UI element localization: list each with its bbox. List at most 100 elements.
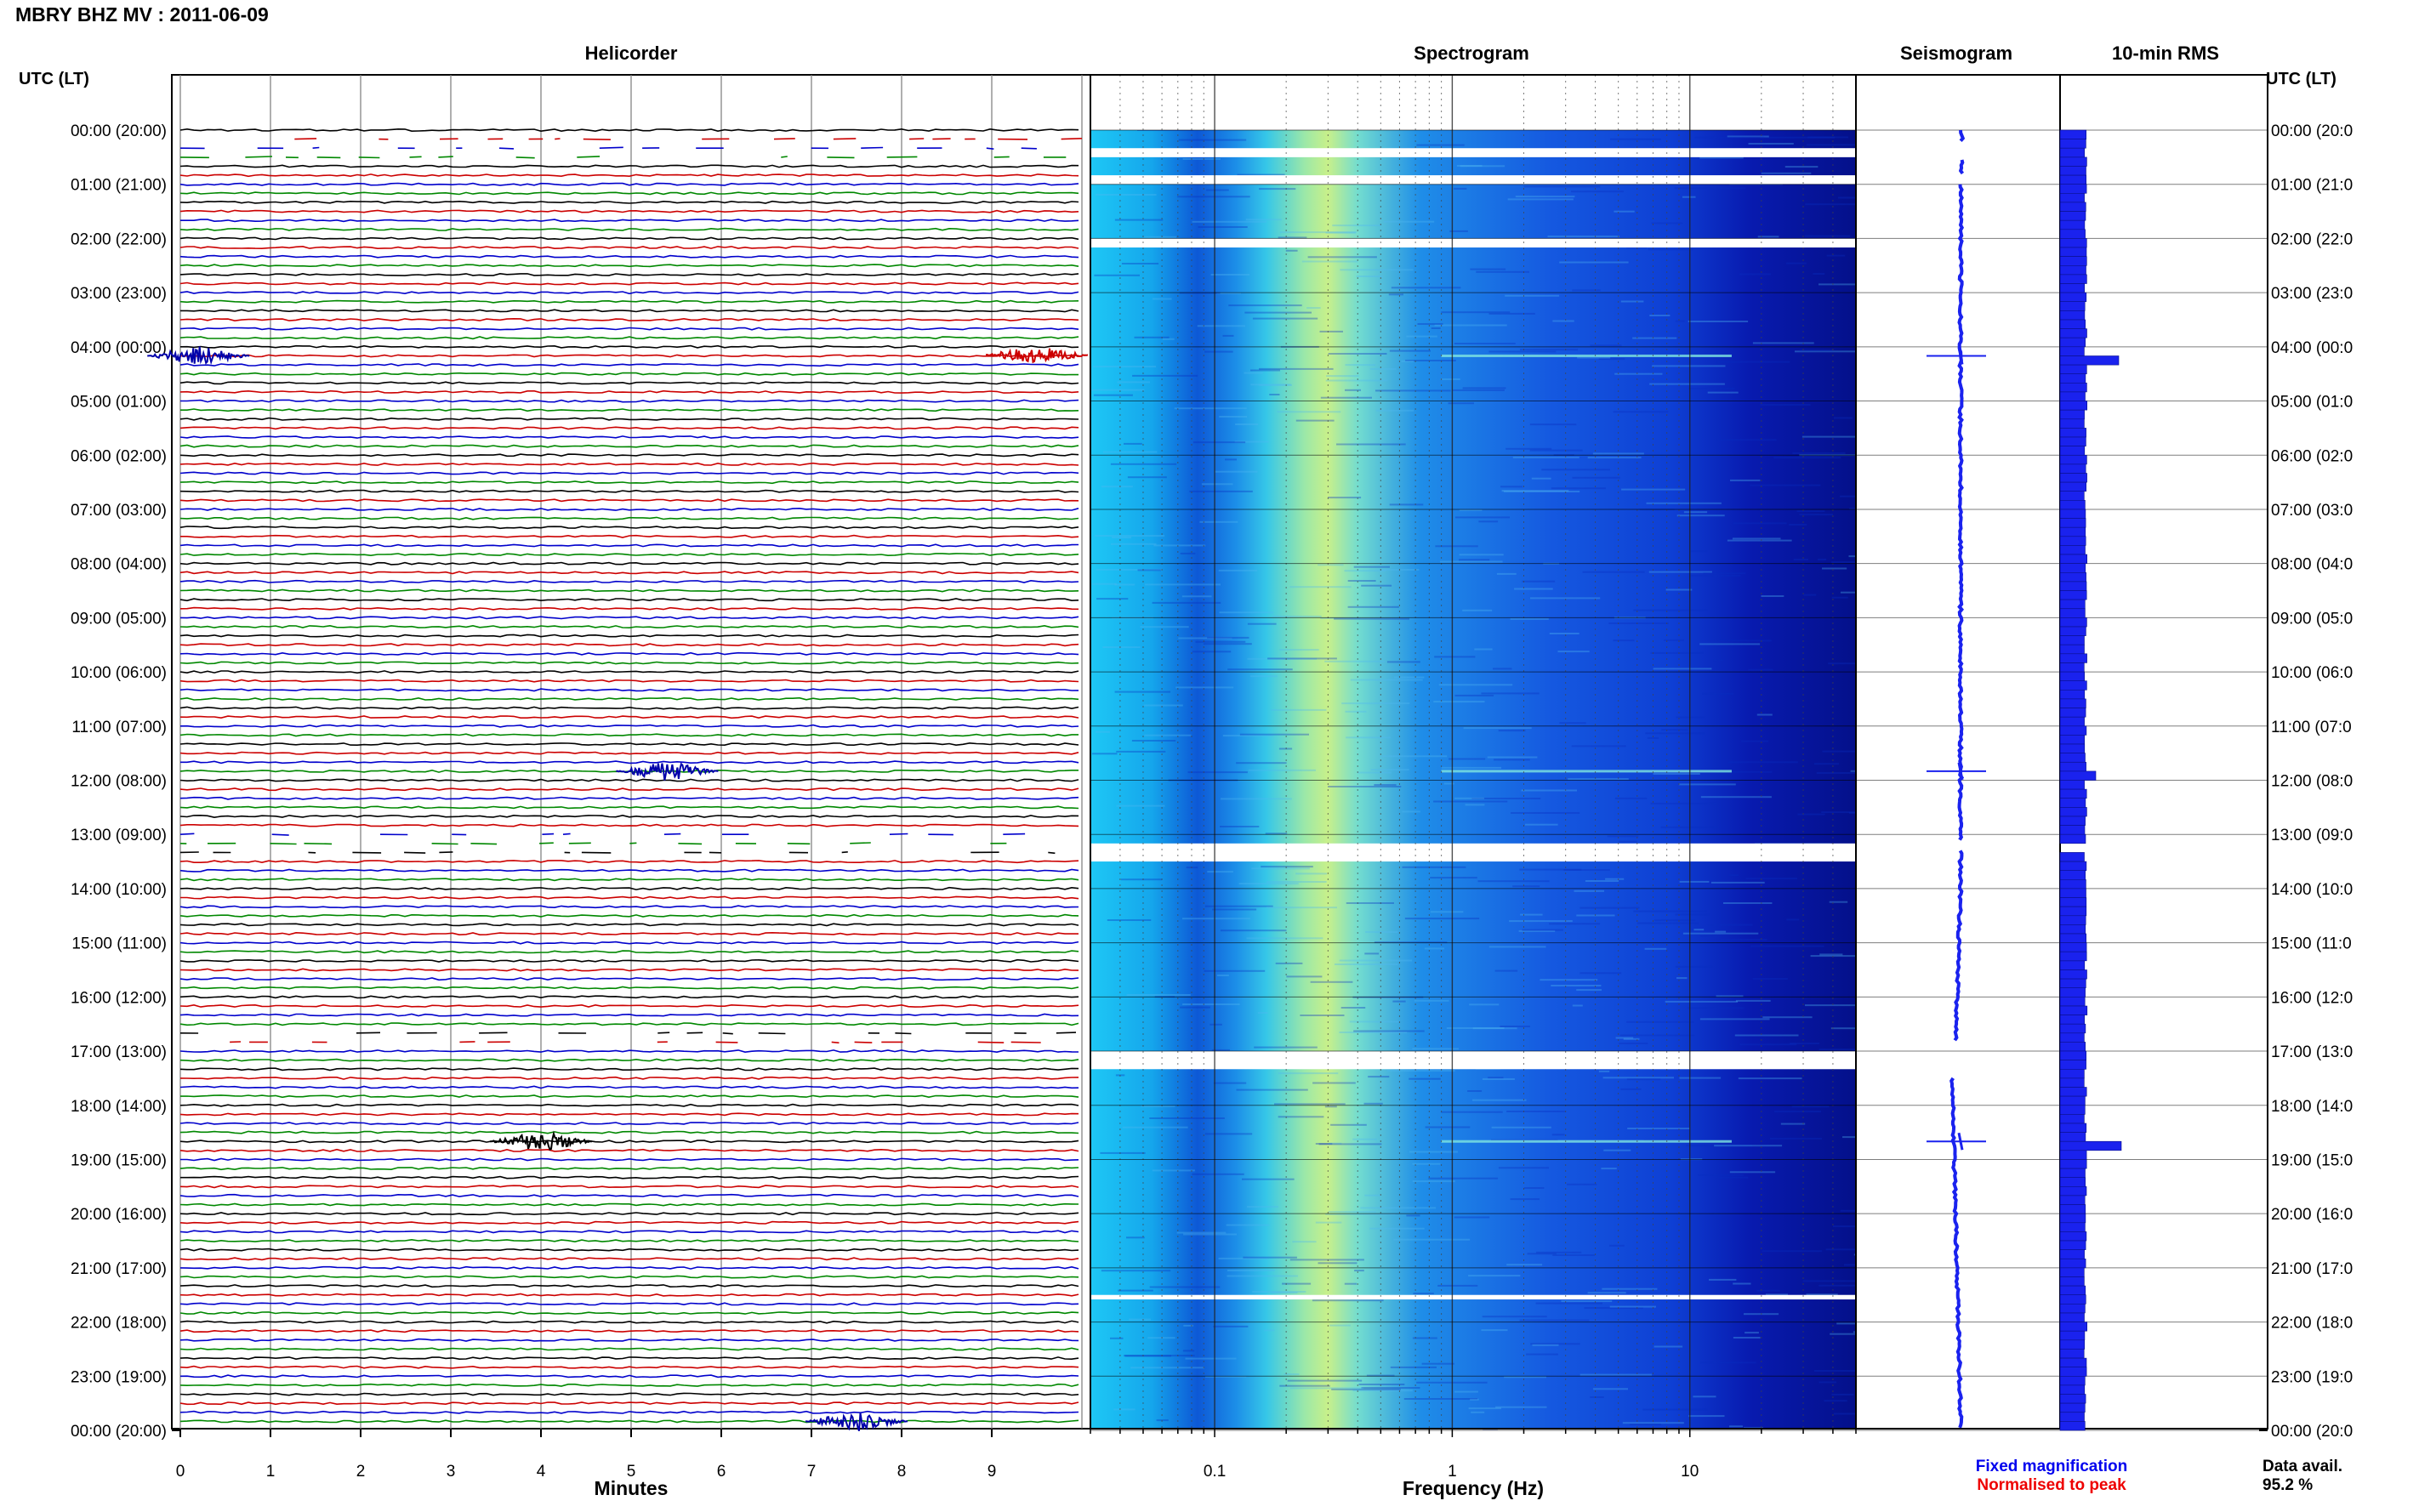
spectrogram-noise-streak [1729,1425,1743,1428]
spectrogram-noise-streak [1688,321,1749,322]
spectrogram-noise-streak [1468,1275,1521,1277]
spectrogram-noise-streak [1773,1111,1822,1113]
spectrogram-noise-streak [1527,1253,1557,1255]
spectrogram-noise-streak [1700,935,1719,937]
helicorder-trace-row [179,1103,1079,1107]
spectrogram-noise-streak [1510,1198,1540,1201]
spectrogram-noise-streak [1620,300,1644,303]
spectrogram-noise-streak [1259,367,1334,370]
spectrogram-noise-streak [1496,572,1517,575]
spectrogram-noise-streak [1187,771,1248,774]
rms-bar [2059,1150,2087,1160]
left-hour-label: 08:00 (04:00) [71,556,167,574]
spectrogram-noise-streak [1364,952,1380,955]
spectrogram-noise-streak [1540,979,1598,981]
rms-bar [2059,1421,2086,1431]
spectrogram-noise-streak [1750,945,1824,947]
spectrogram-noise-streak [1204,350,1233,353]
spectrogram-noise-streak [1220,826,1260,827]
spectrogram-noise-streak [1279,231,1357,234]
spectrogram-noise-streak [1198,226,1248,228]
spectrogram-noise-streak [1236,1089,1308,1091]
spectrogram-noise-streak [1716,361,1790,363]
spectrogram-noise-streak [1503,491,1580,492]
spectrogram-noise-streak [1345,710,1367,713]
helicorder-trace-row [179,191,1079,196]
spectrogram-noise-streak [1110,1337,1124,1339]
spectrogram-noise-streak [1507,198,1574,201]
spectrogram-noise-streak [1389,350,1431,352]
spectrogram-noise-streak [1237,173,1285,176]
spectrogram-noise-streak [1491,1126,1551,1128]
rms-bar [2059,446,2086,456]
spectrogram-noise-streak [1579,907,1640,909]
spectrogram-noise-streak [1614,210,1635,213]
spectrogram-noise-streak [1247,622,1277,625]
spectrogram-noise-streak [1762,1016,1813,1019]
left-hour-label: 21:00 (17:00) [71,1260,167,1278]
spectrogram-noise-streak [1455,516,1510,519]
spectrogram-noise-streak [1723,902,1773,904]
spectrogram-noise-streak [1463,727,1532,730]
spectrogram-noise-streak [1219,416,1248,418]
rms-bar [2059,1015,2086,1025]
spectrogram-noise-streak [1414,999,1449,1002]
spectrogram-noise-streak [1482,1316,1547,1318]
helicorder-trace-row [179,1329,1079,1333]
spectrogram-noise-streak [1421,1362,1454,1365]
rms-bar [2059,373,2086,384]
spectrogram-gap [1090,843,1856,862]
spectrogram-noise-streak [1114,691,1171,693]
left-hour-label: 15:00 (11:00) [71,935,167,953]
spectrogram-noise-streak [1786,262,1807,264]
spectrogram-noise-streak [1127,476,1167,479]
spectrogram-noise-streak [1250,675,1278,678]
spectrogram-noise-streak [1185,1357,1237,1360]
spectrogram-noise-streak [1819,1284,1881,1287]
spectrogram-noise-streak [1221,798,1292,800]
spectrogram-noise-streak [1523,185,1601,188]
left-hour-label: 00:00 (20:00) [71,1423,167,1441]
spectrogram-noise-streak [1645,732,1705,735]
rms-bar [2059,301,2086,311]
left-hour-label: 23:00 (19:00) [71,1368,167,1386]
spectrogram-noise-streak [1462,609,1493,611]
spectrogram-noise-streak [1394,676,1425,679]
rms-bar [2059,626,2086,636]
spectrogram-x-tick-label: 0.1 [1204,1463,1226,1481]
left-hour-label: 22:00 (18:00) [71,1315,167,1333]
helicorder-trace-row [179,851,1056,855]
rms-bar [2059,581,2087,591]
right-hour-label: 10:00 (06:0 [2271,664,2353,682]
spectrogram-noise-streak [1143,236,1176,238]
rms-title: 10-min RMS [2112,43,2219,64]
spectrogram-gap [1090,238,1856,248]
spectrogram-noise-streak [1244,311,1312,314]
spectrogram-noise-streak [1315,1143,1333,1145]
spectrogram-noise-streak [1345,364,1376,367]
spectrogram-noise-streak [1505,294,1560,297]
right-hour-label: 06:00 (02:0 [2271,447,2353,465]
spectrogram-noise-streak [1522,580,1556,583]
legend-normalised-to-peak: Normalised to peak [1977,1476,2126,1494]
spectrogram-noise-streak [1412,1048,1459,1050]
spectrogram-noise-streak [1615,1037,1634,1039]
right-hour-label: 21:00 (17:0 [2271,1260,2353,1278]
spectrogram-noise-streak [1665,588,1693,591]
rms-bar [2059,202,2086,212]
left-hour-label: 01:00 (21:00) [71,177,167,195]
spectrogram-noise-streak [1257,1012,1268,1014]
spectrogram-noise-streak [1442,766,1501,769]
spectrogram-noise-streak [1325,379,1388,382]
spectrogram-noise-streak [1156,1419,1169,1422]
spectrogram-noise-streak [1227,1275,1298,1277]
rms-bar [2059,698,2086,708]
helicorder-trace-row [179,372,1079,376]
spectrogram-noise-streak [1676,977,1688,980]
helicorder-trace-row [180,986,1079,990]
spectrogram-noise-streak [1204,905,1273,907]
helicorder-trace-row [179,995,1079,999]
spectrogram-noise-streak [1621,488,1686,491]
spectrogram-noise-streak [1193,441,1246,444]
spectrogram-noise-streak [1688,1007,1745,1009]
